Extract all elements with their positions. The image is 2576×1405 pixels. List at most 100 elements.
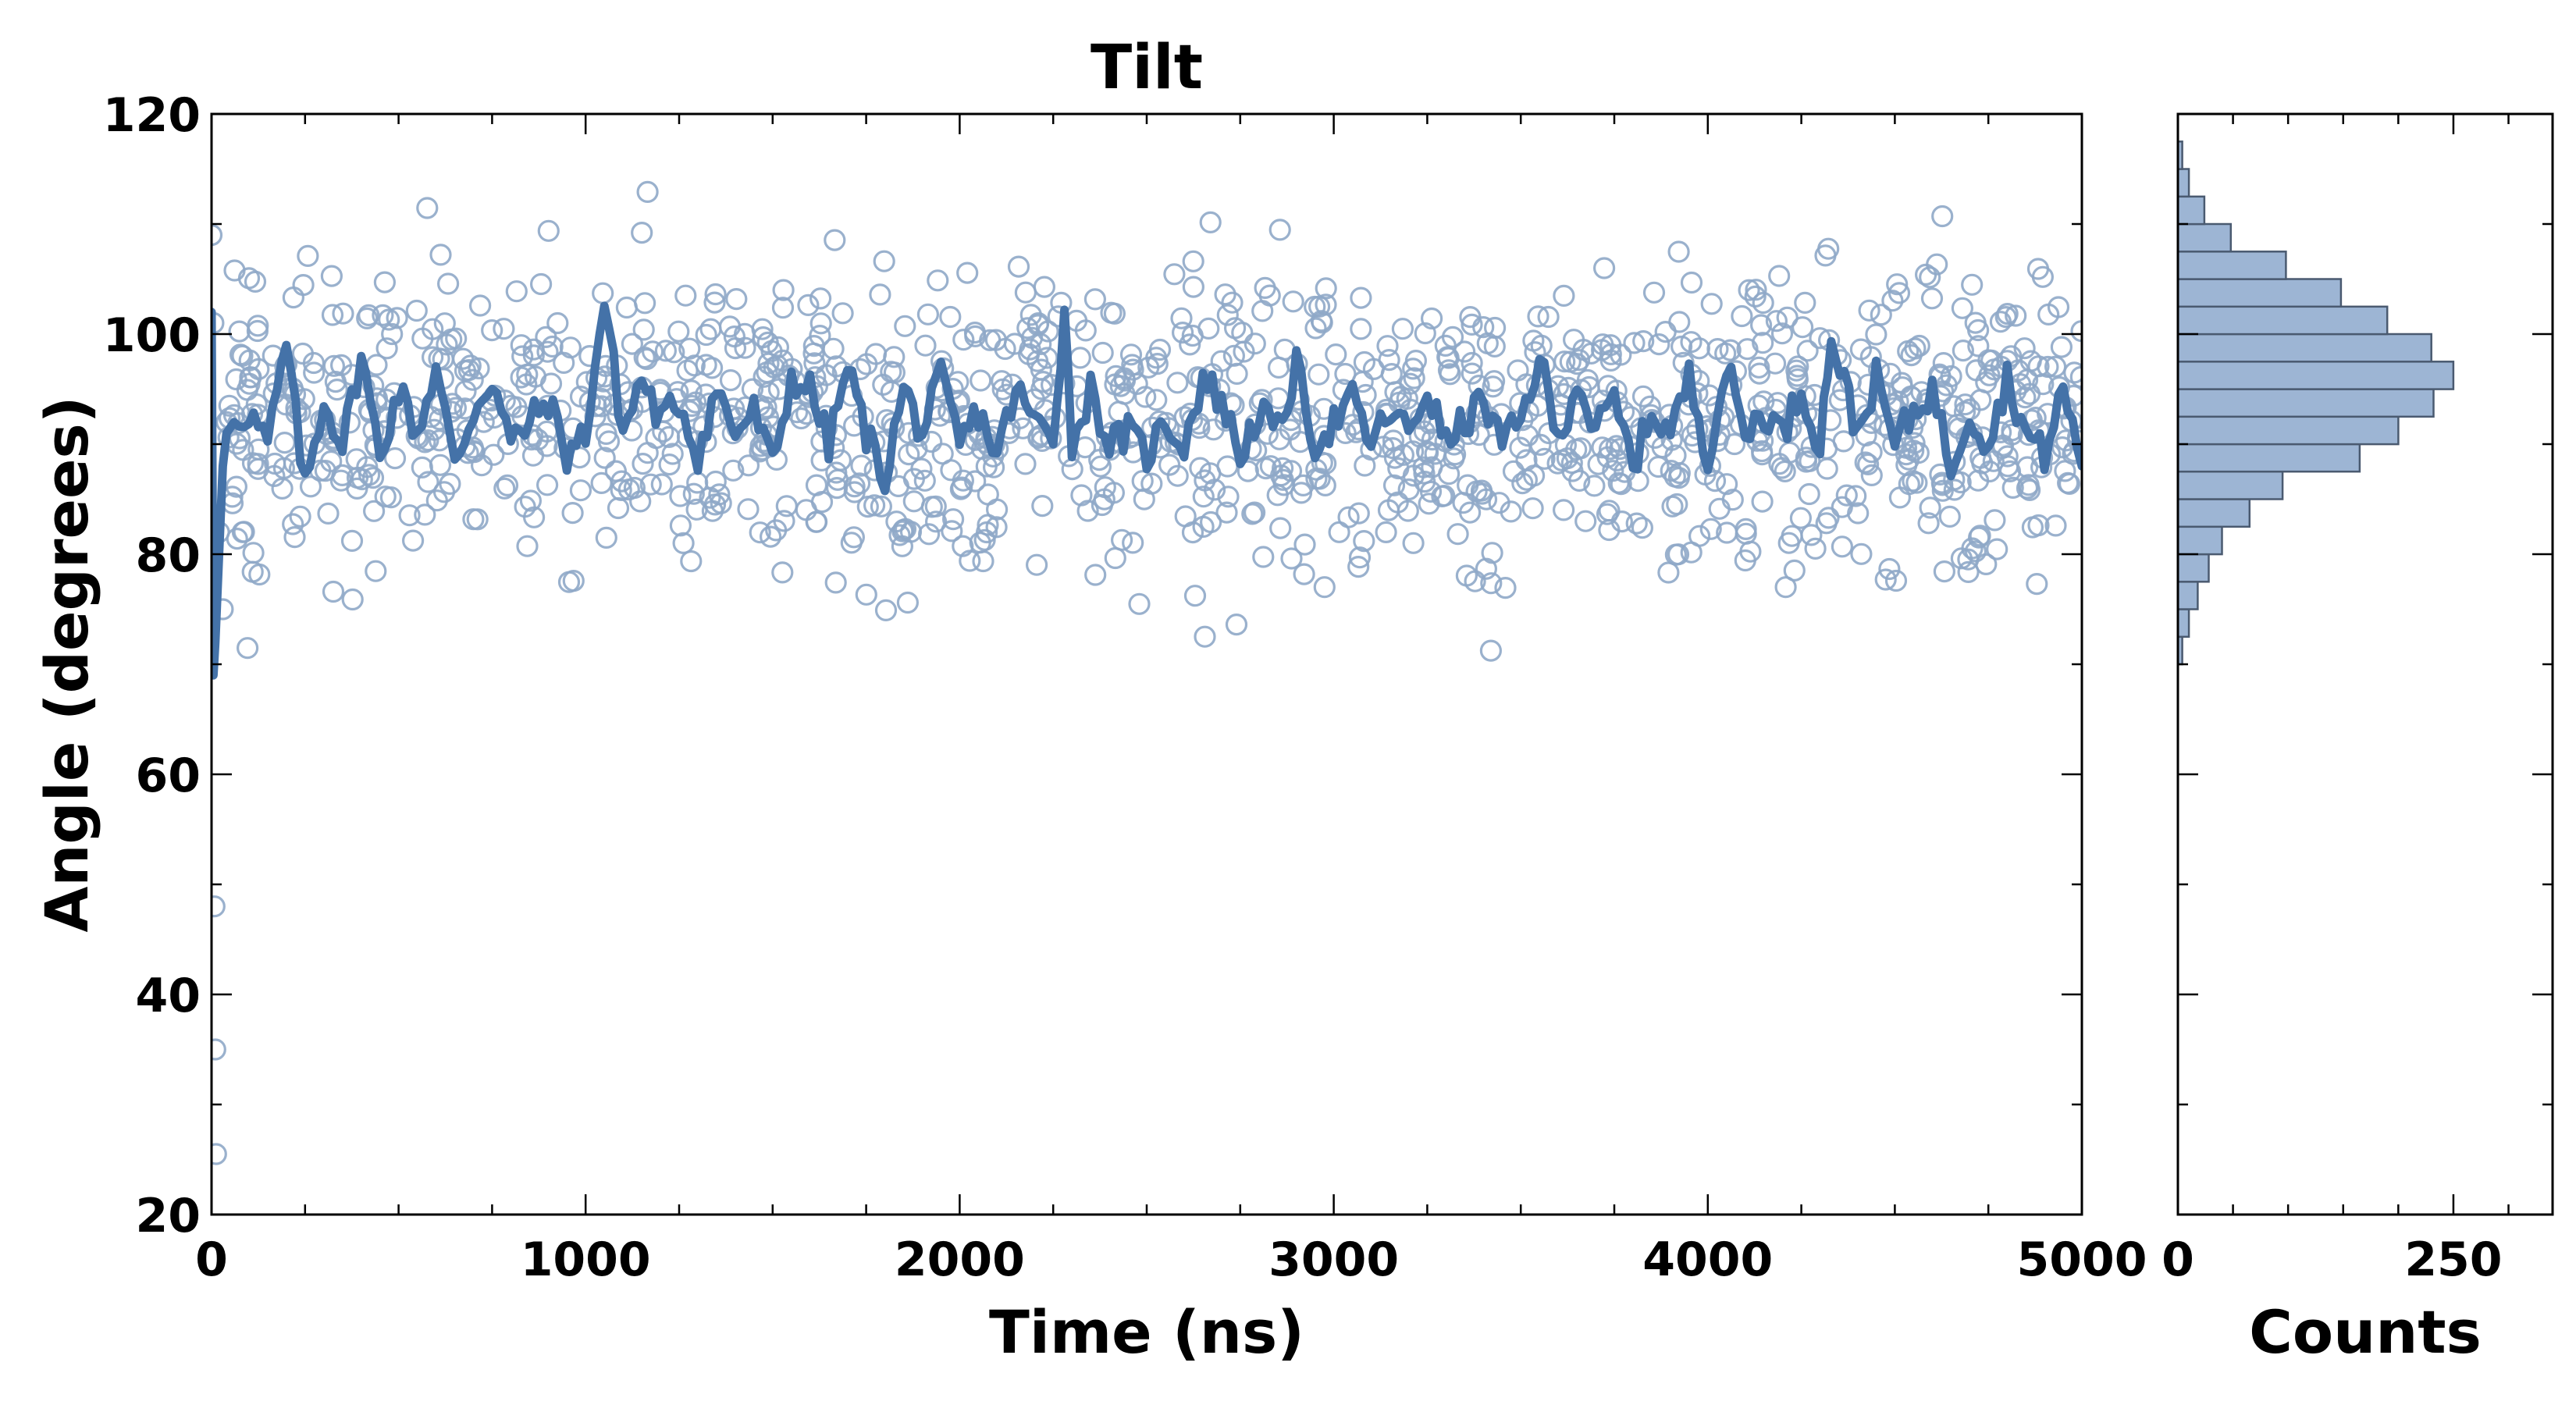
scatter-point — [695, 323, 717, 347]
scatter-point — [896, 591, 920, 614]
scatter-point — [1443, 447, 1465, 470]
scatter-point — [1012, 417, 1034, 439]
scatter-point — [751, 318, 774, 340]
histogram-bar — [2178, 498, 2251, 528]
scatter-point — [959, 550, 981, 572]
scatter-point — [365, 560, 387, 582]
scatter-point — [1975, 553, 1998, 576]
scatter-point — [1767, 392, 1789, 414]
scatter-point — [1593, 257, 1616, 279]
histogram-bar — [2178, 222, 2233, 253]
scatter-point — [1502, 460, 1525, 482]
scatter-point — [1290, 482, 1313, 504]
scatter-point — [522, 338, 545, 361]
scatter-point — [1735, 518, 1757, 541]
scatter-point — [632, 452, 654, 475]
scatter-point — [1226, 362, 1248, 385]
scatter-point — [1964, 311, 1987, 334]
scatter-point — [1350, 318, 1372, 340]
scatter-point — [231, 521, 254, 543]
scatter-point — [760, 340, 783, 362]
scatter-point — [1350, 286, 1372, 309]
scatter-point — [1174, 505, 1197, 528]
scatter-point — [1933, 560, 1955, 583]
scatter-point — [1943, 478, 1966, 501]
scatter-point — [1464, 570, 1486, 592]
scatter-point — [1631, 517, 1653, 539]
scatter-point — [1951, 297, 1973, 319]
scatter-point — [1776, 306, 1799, 329]
scatter-point — [914, 334, 937, 357]
scatter-point — [1030, 358, 1053, 381]
scatter-point — [1268, 428, 1291, 450]
scatter-point — [1222, 344, 1246, 367]
scatter-point — [212, 1038, 226, 1061]
scatter-point — [1752, 291, 1774, 315]
scatter-point — [979, 329, 1002, 351]
running-average-line — [212, 301, 2082, 680]
scatter-point — [2050, 336, 2073, 358]
scatter-point — [805, 474, 828, 496]
scatter-point — [1625, 512, 1648, 535]
scatter-point — [2026, 572, 2048, 596]
scatter-point — [1926, 253, 1948, 276]
scatter-point — [1847, 502, 1870, 525]
scatter-point — [685, 498, 708, 521]
histogram-bar — [2178, 581, 2199, 610]
scatter-point — [2058, 472, 2081, 496]
scatter-point — [1014, 281, 1037, 304]
scatter-point — [1703, 469, 1727, 493]
scatter-series — [212, 180, 2082, 1165]
scatter-point — [891, 520, 914, 542]
scatter-point — [1817, 507, 1840, 529]
scatter-point — [1744, 285, 1767, 308]
scatter-point — [1353, 529, 1375, 553]
scatter-point — [1128, 592, 1151, 615]
scatter-point — [1070, 484, 1093, 507]
x-tick-label: 4000 — [1642, 1232, 1773, 1287]
scatter-point — [346, 466, 369, 489]
scatter-point — [459, 354, 482, 377]
histogram-bar — [2178, 278, 2343, 308]
scatter-point — [363, 500, 386, 522]
y-tick-label: 100 — [103, 308, 201, 363]
scatter-point — [757, 352, 780, 375]
chart-title: Tilt — [1091, 33, 1203, 103]
scatter-point — [1553, 350, 1576, 373]
scatter-point — [1217, 486, 1240, 508]
scatter-point — [1017, 343, 1041, 365]
scatter-point — [1267, 356, 1290, 379]
scatter-point — [557, 571, 581, 593]
scatter-point — [1931, 205, 1954, 228]
scatter-point — [1119, 343, 1143, 366]
scatter-point — [749, 521, 771, 544]
scatter-point — [493, 318, 515, 340]
scatter-point — [546, 311, 569, 335]
scatter-point — [1061, 457, 1083, 481]
scatter-point — [1610, 510, 1633, 533]
scatter-point — [1420, 307, 1443, 330]
scatter-point — [282, 286, 304, 309]
scatter-point — [956, 261, 979, 284]
scatter-point — [977, 483, 999, 506]
scatter-point — [1816, 457, 1838, 480]
scatter-point — [1461, 351, 1483, 375]
scatter-point — [1252, 546, 1275, 568]
scatter-point — [633, 292, 656, 315]
scatter-point — [883, 361, 906, 384]
scatter-point — [445, 327, 468, 350]
scatter-point — [790, 407, 813, 430]
scatter-point — [1163, 263, 1186, 286]
scatter-point — [1721, 489, 1744, 511]
scatter-point — [1033, 276, 1056, 298]
scatter-point — [1019, 304, 1042, 326]
histogram-bar — [2178, 525, 2223, 556]
scatter-point — [1089, 455, 1112, 478]
scatter-point — [1631, 385, 1655, 407]
scatter-point — [815, 364, 838, 386]
scatter-point — [1216, 304, 1239, 326]
scatter-point — [515, 373, 538, 396]
x-tick-label: 0 — [195, 1232, 228, 1287]
scatter-point — [405, 299, 428, 322]
